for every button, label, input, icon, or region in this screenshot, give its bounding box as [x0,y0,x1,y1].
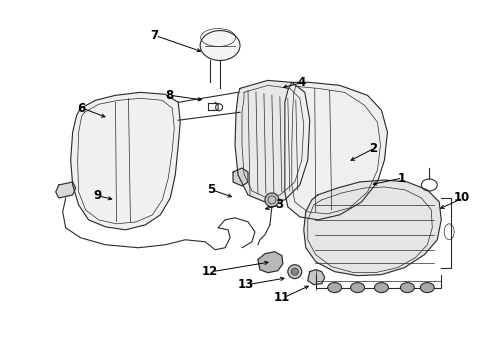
Ellipse shape [327,283,341,293]
Polygon shape [233,168,247,186]
Ellipse shape [400,283,413,293]
Ellipse shape [350,283,364,293]
Text: 6: 6 [78,102,86,115]
Text: 8: 8 [165,89,173,102]
Text: 9: 9 [93,189,102,202]
Text: 5: 5 [207,184,215,197]
Text: 10: 10 [452,192,468,204]
Polygon shape [303,180,440,276]
Ellipse shape [264,193,278,207]
Text: 4: 4 [297,76,305,89]
Polygon shape [258,252,282,273]
Polygon shape [307,270,324,285]
Ellipse shape [420,283,433,293]
Ellipse shape [291,268,298,275]
Ellipse shape [374,283,387,293]
Polygon shape [56,182,76,198]
Text: 11: 11 [273,291,289,304]
Polygon shape [285,82,386,220]
Text: 2: 2 [369,141,377,155]
Text: 13: 13 [238,278,254,291]
Polygon shape [235,80,309,202]
Text: 7: 7 [150,29,158,42]
Ellipse shape [200,31,240,60]
Ellipse shape [287,265,301,279]
Polygon shape [71,92,180,230]
Text: 3: 3 [274,198,283,211]
Text: 12: 12 [202,265,218,278]
Text: 1: 1 [397,171,405,185]
